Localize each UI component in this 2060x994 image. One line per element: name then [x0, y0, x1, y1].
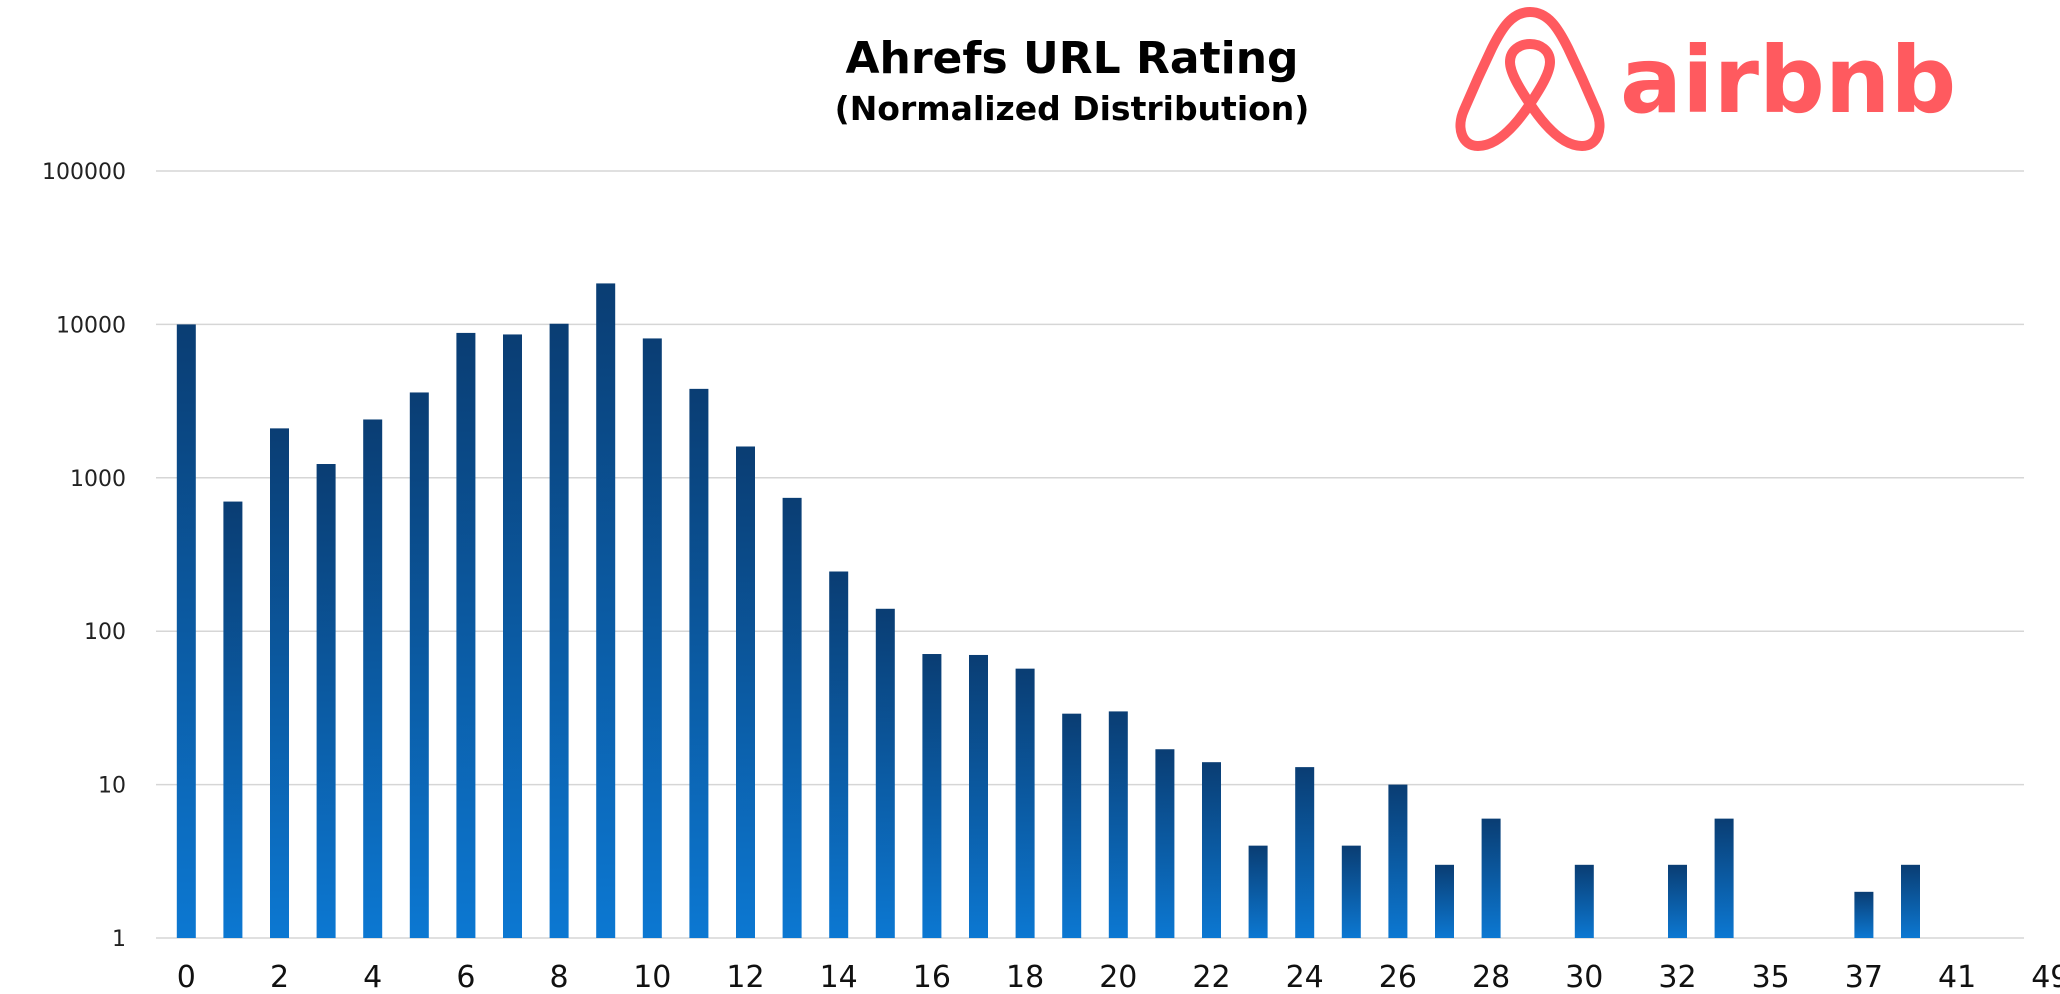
bar-37: [1854, 891, 1874, 938]
bar-24: [1295, 767, 1315, 938]
y-tick-label: 100: [84, 620, 126, 645]
x-tick-label: 30: [1565, 960, 1603, 994]
x-tick-label: 2: [270, 960, 289, 994]
x-tick-label: 8: [550, 960, 569, 994]
bar-21: [1155, 749, 1175, 938]
bar-25: [1341, 845, 1361, 938]
bars: [176, 283, 1920, 939]
y-tick-label: 10000: [56, 313, 126, 338]
bar-8: [549, 323, 569, 939]
bar-33: [1714, 818, 1734, 938]
bar-1: [223, 501, 243, 938]
bar-12: [736, 446, 755, 938]
chart-subtitle: (Normalized Distribution): [835, 89, 1310, 128]
bar-6: [456, 332, 476, 938]
x-tick-label: 32: [1658, 960, 1696, 994]
bar-15: [875, 608, 895, 938]
bar-11: [689, 388, 709, 938]
bar-23: [1248, 845, 1268, 938]
bar-7: [503, 334, 522, 938]
bar-26: [1388, 784, 1408, 938]
bar-27: [1435, 864, 1454, 938]
bar-9: [596, 283, 616, 938]
bar-3: [316, 464, 336, 938]
bar-28: [1481, 818, 1501, 938]
bar-4: [363, 419, 383, 938]
bar-14: [829, 571, 849, 938]
bar-20: [1108, 711, 1128, 938]
x-tick-label: 35: [1752, 960, 1790, 994]
x-tick-label: 49: [2031, 960, 2060, 994]
bar-10: [642, 338, 662, 939]
gridlines: [156, 170, 2024, 939]
x-tick-label: 18: [1006, 960, 1044, 994]
bar-32: [1668, 864, 1687, 938]
bar-16: [922, 654, 942, 938]
x-tick-label: 6: [456, 960, 475, 994]
x-tick-label: 4: [363, 960, 382, 994]
bar-30: [1574, 864, 1594, 938]
x-tick-label: 12: [726, 960, 764, 994]
x-tick-label: 22: [1192, 960, 1230, 994]
y-tick-label: 10: [98, 774, 126, 799]
x-tick-label: 0: [177, 960, 196, 994]
x-tick-label: 41: [1938, 960, 1976, 994]
bar-39: [1901, 864, 1920, 938]
bar-18: [1015, 668, 1035, 938]
airbnb-wordmark: airbnb: [1620, 27, 1956, 134]
bar-0: [176, 324, 196, 938]
airbnb-belo-icon: [1455, 7, 1605, 151]
y-tick-label: 1000: [70, 467, 126, 492]
bar-5: [409, 392, 429, 938]
x-tick-label: 16: [913, 960, 951, 994]
bar-19: [1062, 713, 1082, 938]
x-tick-label: 10: [633, 960, 671, 994]
bar-13: [782, 497, 802, 938]
bar-2: [270, 428, 289, 938]
bar-22: [1202, 762, 1221, 938]
bar-17: [969, 654, 988, 938]
x-tick-label: 24: [1286, 960, 1324, 994]
x-tick-label: 26: [1379, 960, 1417, 994]
x-axis-ticks: 0 2 4 6 8 10 12 14 16 18 20 22 24 26 28 30 32 35 37 41 49: [177, 960, 2060, 994]
y-tick-label: 100000: [42, 160, 126, 185]
y-tick-label: 1: [112, 927, 126, 952]
x-tick-label: 28: [1472, 960, 1510, 994]
x-tick-label: 14: [820, 960, 858, 994]
x-tick-label: 37: [1845, 960, 1883, 994]
x-tick-label: 20: [1099, 960, 1137, 994]
y-axis-ticks: 100000 10000 1000 100 10 1: [42, 160, 126, 952]
airbnb-logo: airbnb: [1455, 7, 1956, 151]
chart-title: Ahrefs URL Rating: [845, 33, 1298, 84]
